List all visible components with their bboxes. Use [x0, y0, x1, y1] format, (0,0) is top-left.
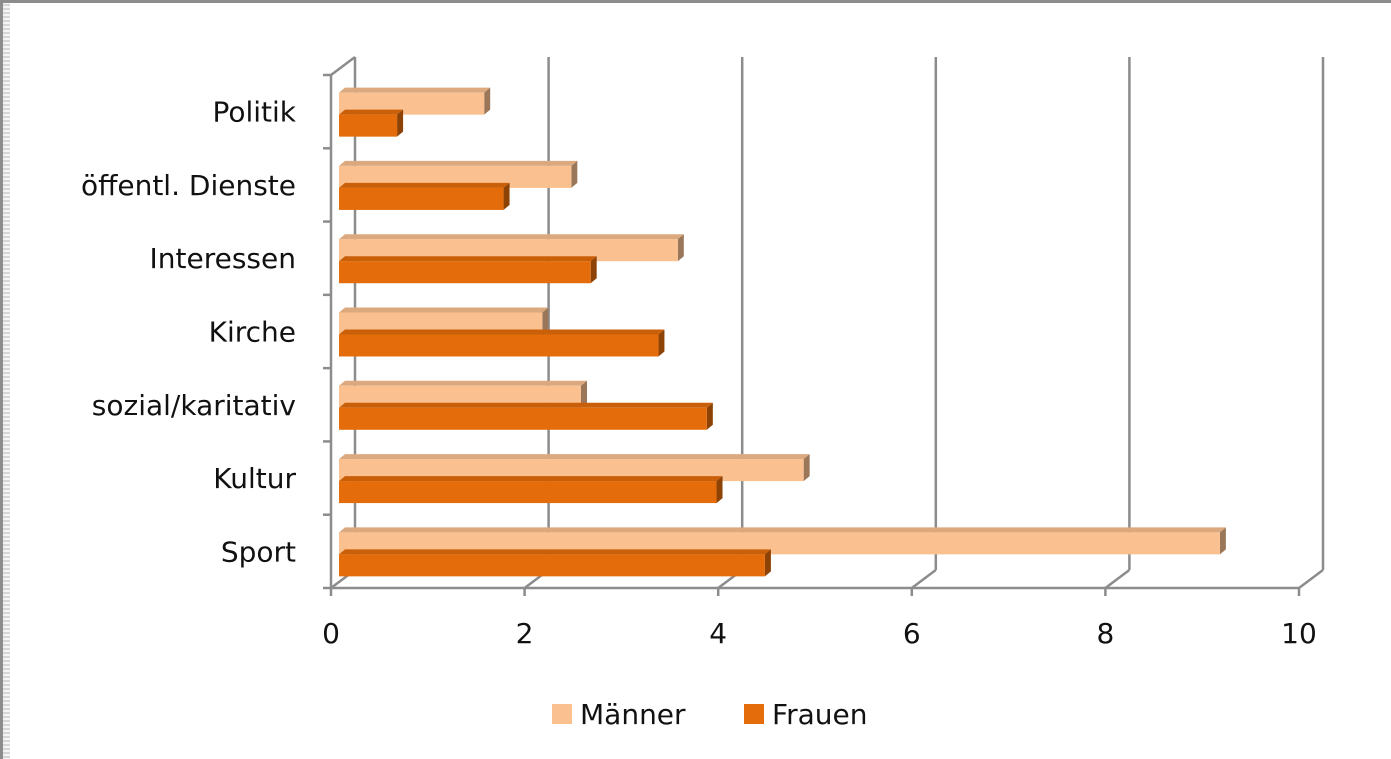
bar-top-face — [339, 256, 597, 262]
category-label: Sport — [221, 535, 296, 568]
window-edge — [0, 0, 10, 759]
bar-side-face — [706, 402, 713, 430]
bar-front-face — [339, 187, 504, 210]
x-tick-label: 4 — [709, 617, 727, 650]
category-label: Kirche — [209, 316, 296, 349]
legend-swatch — [744, 704, 764, 724]
category-labels: Politik öffentl. Dienste Interessen Kirche s… — [81, 96, 297, 569]
bar-side-face — [397, 109, 404, 137]
bar-front-face — [339, 385, 581, 408]
bar-top-face — [339, 307, 549, 313]
bar-top-face — [339, 527, 1226, 533]
bar-front-face — [339, 554, 765, 577]
bar-front-face — [339, 312, 543, 335]
bar-side-face — [658, 329, 665, 357]
legend-label: Männer — [580, 698, 686, 731]
bar-front-face — [339, 165, 572, 188]
bar-front-face — [339, 532, 1220, 555]
bar-top-face — [339, 454, 810, 460]
bar-top-face — [339, 402, 713, 408]
floor-gridline — [911, 569, 937, 589]
category-label: sozial/karitativ — [92, 389, 296, 422]
left-wall-top-edge — [330, 56, 356, 76]
bar-top-face — [339, 329, 665, 335]
bar — [339, 256, 597, 284]
chart-walls — [323, 56, 1299, 590]
bar-front-face — [339, 407, 707, 430]
bar — [339, 87, 491, 115]
bar-front-face — [339, 239, 678, 262]
bar-side-face — [571, 160, 578, 188]
bar-side-face — [1219, 527, 1226, 555]
legend-swatch — [552, 704, 572, 724]
bar — [339, 109, 404, 137]
bar-front-face — [339, 261, 591, 284]
bar-side-face — [803, 454, 810, 482]
bar — [339, 329, 665, 357]
bar-top-face — [339, 182, 510, 188]
bar-side-face — [484, 87, 491, 115]
legend: Männer Frauen — [552, 698, 867, 731]
bar-front-face — [339, 481, 717, 504]
category-label: Politik — [212, 96, 296, 129]
bar-top-face — [339, 234, 684, 240]
bar-front-face — [339, 334, 659, 357]
bar-front-face — [339, 114, 398, 137]
x-tick-label: 8 — [1096, 617, 1114, 650]
bar-front-face — [339, 459, 804, 482]
bar-side-face — [764, 549, 771, 577]
bar — [339, 549, 771, 577]
x-tick-label: 2 — [516, 617, 534, 650]
bar — [339, 476, 723, 504]
bar-side-face — [581, 380, 587, 408]
floor-gridline — [1298, 569, 1324, 589]
bar — [339, 402, 713, 430]
x-tick-label: 0 — [322, 617, 340, 650]
bar-side-face — [503, 182, 510, 210]
bar — [339, 182, 510, 210]
bar — [339, 527, 1226, 555]
bar — [339, 160, 578, 188]
bar-top-face — [339, 380, 587, 386]
bars — [339, 87, 1226, 577]
x-tick-label: 10 — [1281, 617, 1317, 650]
bar — [339, 380, 587, 408]
bar-side-face — [590, 256, 597, 284]
bar-side-face — [542, 307, 549, 335]
bar-side-face — [677, 234, 684, 262]
legend-label: Frauen — [772, 698, 867, 731]
category-label: Kultur — [213, 462, 296, 495]
x-tick-label: 6 — [903, 617, 921, 650]
bar-top-face — [339, 87, 491, 93]
category-label: Interessen — [150, 242, 296, 275]
bar — [339, 454, 810, 482]
x-tick-labels: 0 2 4 6 8 10 — [322, 617, 1317, 650]
category-label: öffentl. Dienste — [81, 169, 296, 202]
bar — [339, 234, 684, 262]
bar-front-face — [339, 92, 485, 115]
bar-top-face — [339, 109, 404, 115]
bar — [339, 307, 549, 335]
bar-top-face — [339, 476, 723, 482]
floor-gridline — [1104, 569, 1131, 589]
bar-side-face — [716, 476, 723, 504]
bar-top-face — [339, 549, 771, 555]
bar-top-face — [339, 160, 578, 166]
